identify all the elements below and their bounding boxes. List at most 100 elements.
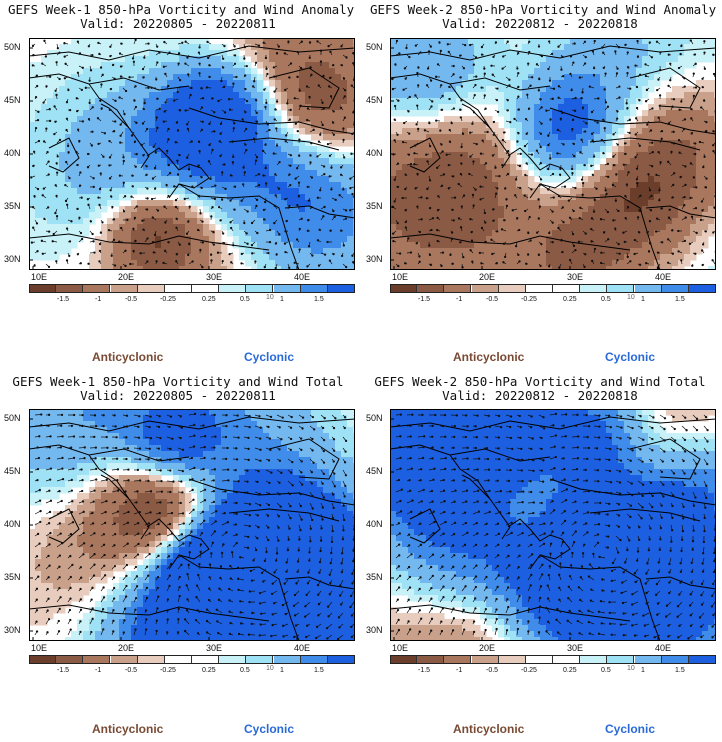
field-cell bbox=[414, 206, 421, 213]
field-cell bbox=[648, 146, 655, 153]
field-cell bbox=[480, 140, 487, 147]
field-cell bbox=[486, 86, 493, 93]
field-cell bbox=[329, 260, 336, 267]
wind-arrowhead bbox=[309, 66, 312, 69]
field-cell bbox=[155, 38, 162, 45]
field-cell bbox=[528, 218, 535, 225]
wind-arrowhead bbox=[205, 86, 209, 89]
field-cell bbox=[311, 212, 318, 219]
field-cell bbox=[299, 212, 306, 219]
field-cell bbox=[690, 116, 697, 123]
field-cell bbox=[95, 134, 102, 141]
wind-arrowhead bbox=[156, 97, 159, 100]
field-cell bbox=[281, 134, 288, 141]
wind-arrowhead bbox=[91, 232, 94, 236]
field-cell bbox=[323, 266, 330, 270]
field-cell bbox=[504, 224, 511, 231]
field-cell bbox=[480, 212, 487, 219]
field-cell bbox=[456, 98, 463, 105]
field-cell bbox=[522, 152, 529, 159]
field-cell bbox=[65, 158, 72, 165]
field-cell bbox=[636, 62, 643, 69]
wind-arrowhead bbox=[257, 173, 261, 176]
field-cell bbox=[588, 110, 595, 117]
field-cell bbox=[414, 56, 421, 63]
field-cell bbox=[390, 164, 397, 171]
field-cell bbox=[654, 128, 661, 135]
field-cell bbox=[582, 98, 589, 105]
field-cell bbox=[666, 110, 673, 117]
wind-arrowhead bbox=[272, 152, 275, 155]
field-cell bbox=[576, 110, 583, 117]
field-cell bbox=[59, 62, 66, 69]
field-cell bbox=[630, 194, 637, 201]
field-cell bbox=[59, 134, 66, 141]
wind-arrowhead bbox=[164, 101, 167, 104]
wind-arrowhead bbox=[266, 123, 269, 126]
wind-arrowhead bbox=[152, 145, 155, 148]
field-cell bbox=[450, 200, 457, 207]
field-cell bbox=[251, 146, 258, 153]
field-cell bbox=[684, 50, 691, 57]
field-cell bbox=[125, 146, 132, 153]
field-cell bbox=[588, 62, 595, 69]
field-cell bbox=[197, 86, 204, 93]
wind-arrowhead bbox=[120, 42, 123, 45]
field-cell bbox=[684, 182, 691, 189]
field-cell bbox=[347, 122, 354, 129]
field-cell bbox=[251, 122, 258, 129]
field-cell bbox=[510, 80, 517, 87]
field-cell bbox=[47, 128, 54, 135]
field-cell bbox=[558, 200, 565, 207]
field-cell bbox=[480, 56, 487, 63]
field-cell bbox=[137, 218, 144, 225]
wind-arrowhead bbox=[176, 159, 179, 162]
field-cell bbox=[618, 116, 625, 123]
field-cell bbox=[341, 62, 348, 69]
field-cell bbox=[203, 188, 210, 195]
field-cell bbox=[95, 110, 102, 117]
wind-arrowhead bbox=[111, 205, 114, 209]
field-cell bbox=[432, 176, 439, 183]
field-cell bbox=[402, 134, 409, 141]
field-cell bbox=[83, 116, 90, 123]
wind-arrowhead bbox=[190, 86, 193, 90]
wind-arrowhead bbox=[79, 262, 82, 265]
field-cell bbox=[95, 176, 102, 183]
wind-arrowhead bbox=[155, 116, 158, 119]
wind-arrowhead bbox=[329, 95, 333, 98]
field-cell bbox=[335, 236, 342, 243]
field-cell bbox=[624, 200, 631, 207]
field-cell bbox=[438, 104, 445, 111]
field-cell bbox=[594, 122, 601, 129]
field-cell bbox=[552, 194, 559, 201]
field-cell bbox=[462, 74, 469, 81]
field-cell bbox=[77, 86, 84, 93]
field-cell bbox=[666, 212, 673, 219]
wind-arrowhead bbox=[306, 185, 309, 189]
field-cell bbox=[107, 74, 114, 81]
wind-arrowhead bbox=[275, 100, 279, 103]
field-cell bbox=[690, 212, 697, 219]
field-cell bbox=[305, 128, 312, 135]
field-cell bbox=[137, 260, 144, 267]
field-cell bbox=[311, 260, 318, 267]
field-cell bbox=[329, 194, 336, 201]
field-cell bbox=[179, 152, 186, 159]
wind-arrowhead bbox=[41, 194, 44, 197]
field-cell bbox=[239, 140, 246, 147]
field-cell bbox=[540, 164, 547, 171]
field-cell bbox=[456, 224, 463, 231]
field-cell bbox=[149, 98, 156, 105]
field-cell bbox=[666, 74, 673, 81]
field-cell bbox=[107, 62, 114, 69]
wind-arrowhead bbox=[173, 185, 176, 188]
wind-arrowhead bbox=[332, 252, 335, 256]
field-cell bbox=[281, 158, 288, 165]
field-cell bbox=[341, 134, 348, 141]
field-cell bbox=[420, 92, 427, 99]
field-cell bbox=[239, 134, 246, 141]
field-cell bbox=[666, 38, 673, 45]
wind-arrowhead bbox=[351, 254, 354, 257]
field-cell bbox=[504, 176, 511, 183]
